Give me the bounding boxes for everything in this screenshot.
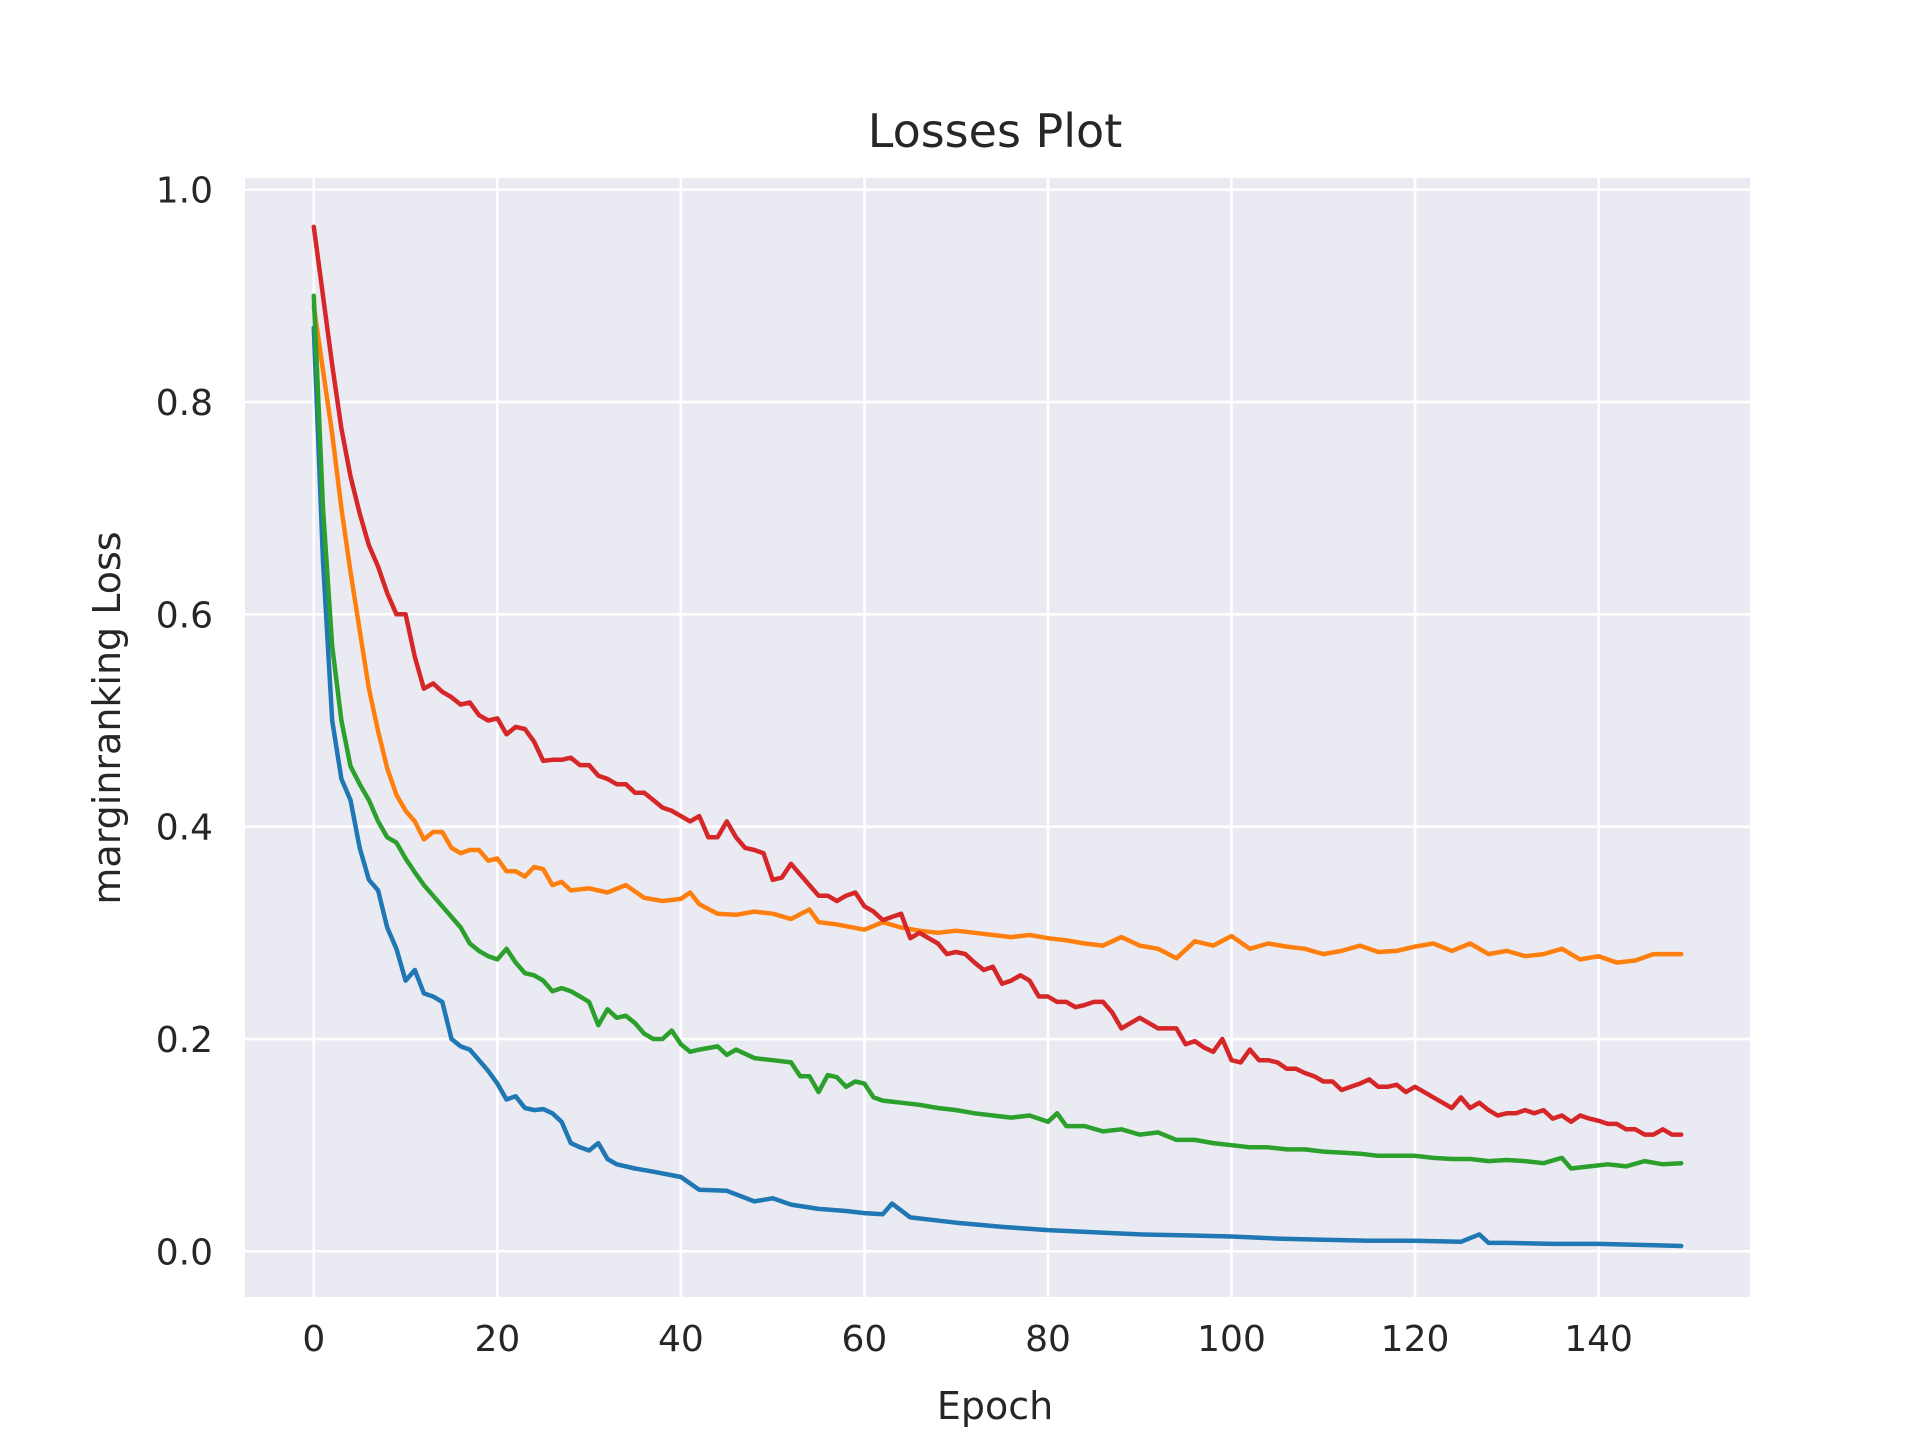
x-tick-label: 140 <box>1564 1319 1633 1360</box>
x-tick-label: 0 <box>302 1319 325 1360</box>
x-tick-label: 80 <box>1025 1319 1071 1360</box>
y-tick-label: 1.0 <box>156 171 213 212</box>
y-tick-labels: 0.0 0.2 0.4 0.6 0.8 1.0 <box>156 171 213 1274</box>
x-tick-labels: 0 20 40 60 80 100 120 140 <box>302 1319 1633 1360</box>
y-tick-label: 0.8 <box>156 383 213 424</box>
y-tick-label: 0.6 <box>156 595 213 636</box>
grid <box>245 178 1750 1297</box>
series-line-3 <box>311 293 1684 1171</box>
series-line-1 <box>311 325 1684 1249</box>
y-axis-label: marginranking Loss <box>85 531 129 904</box>
x-tick-label: 60 <box>842 1319 888 1360</box>
plot-area <box>245 178 1750 1297</box>
series-line-2 <box>311 304 1684 965</box>
y-tick-label: 0.2 <box>156 1020 213 1061</box>
x-tick-label: 40 <box>658 1319 704 1360</box>
x-axis-label: Epoch <box>937 1384 1053 1428</box>
series-lines <box>311 224 1684 1249</box>
y-tick-label: 0.4 <box>156 808 213 849</box>
x-tick-label: 100 <box>1197 1319 1266 1360</box>
x-tick-label: 20 <box>474 1319 520 1360</box>
y-tick-label: 0.0 <box>156 1232 213 1273</box>
chart-title: Losses Plot <box>868 104 1122 158</box>
x-tick-label: 120 <box>1381 1319 1450 1360</box>
series-line-4 <box>311 224 1684 1137</box>
